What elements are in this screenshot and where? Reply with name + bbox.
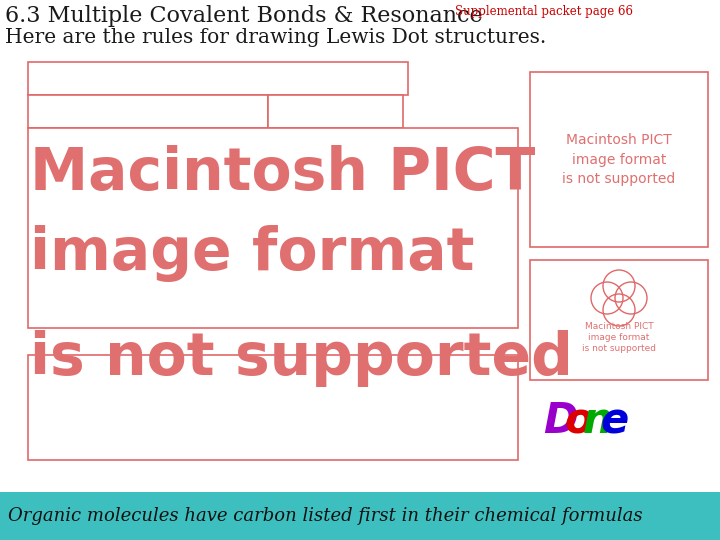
Text: Macintosh PICT
image format
is not supported: Macintosh PICT image format is not suppo… <box>582 322 656 353</box>
Bar <box>28 355 518 460</box>
Bar <box>28 62 408 95</box>
Bar <box>530 72 708 247</box>
Text: 6.3 Multiple Covalent Bonds & Resonance: 6.3 Multiple Covalent Bonds & Resonance <box>5 5 482 27</box>
Text: Supplemental packet page 66: Supplemental packet page 66 <box>455 5 633 18</box>
Text: o: o <box>565 400 593 442</box>
Bar <box>0 492 720 540</box>
Text: Macintosh PICT: Macintosh PICT <box>30 145 536 202</box>
Bar <box>268 95 403 128</box>
Bar <box>530 260 708 380</box>
Text: e: e <box>601 400 629 442</box>
Bar <box>28 95 268 128</box>
Text: Organic molecules have carbon listed first in their chemical formulas: Organic molecules have carbon listed fir… <box>8 507 643 525</box>
Text: Macintosh PICT
image format
is not supported: Macintosh PICT image format is not suppo… <box>562 133 675 186</box>
Text: is not supported: is not supported <box>30 330 573 387</box>
Text: Here are the rules for drawing Lewis Dot structures.: Here are the rules for drawing Lewis Dot… <box>5 28 546 47</box>
Text: D: D <box>543 400 577 442</box>
Text: n: n <box>583 400 613 442</box>
Bar <box>28 128 518 328</box>
Text: image format: image format <box>30 225 474 282</box>
